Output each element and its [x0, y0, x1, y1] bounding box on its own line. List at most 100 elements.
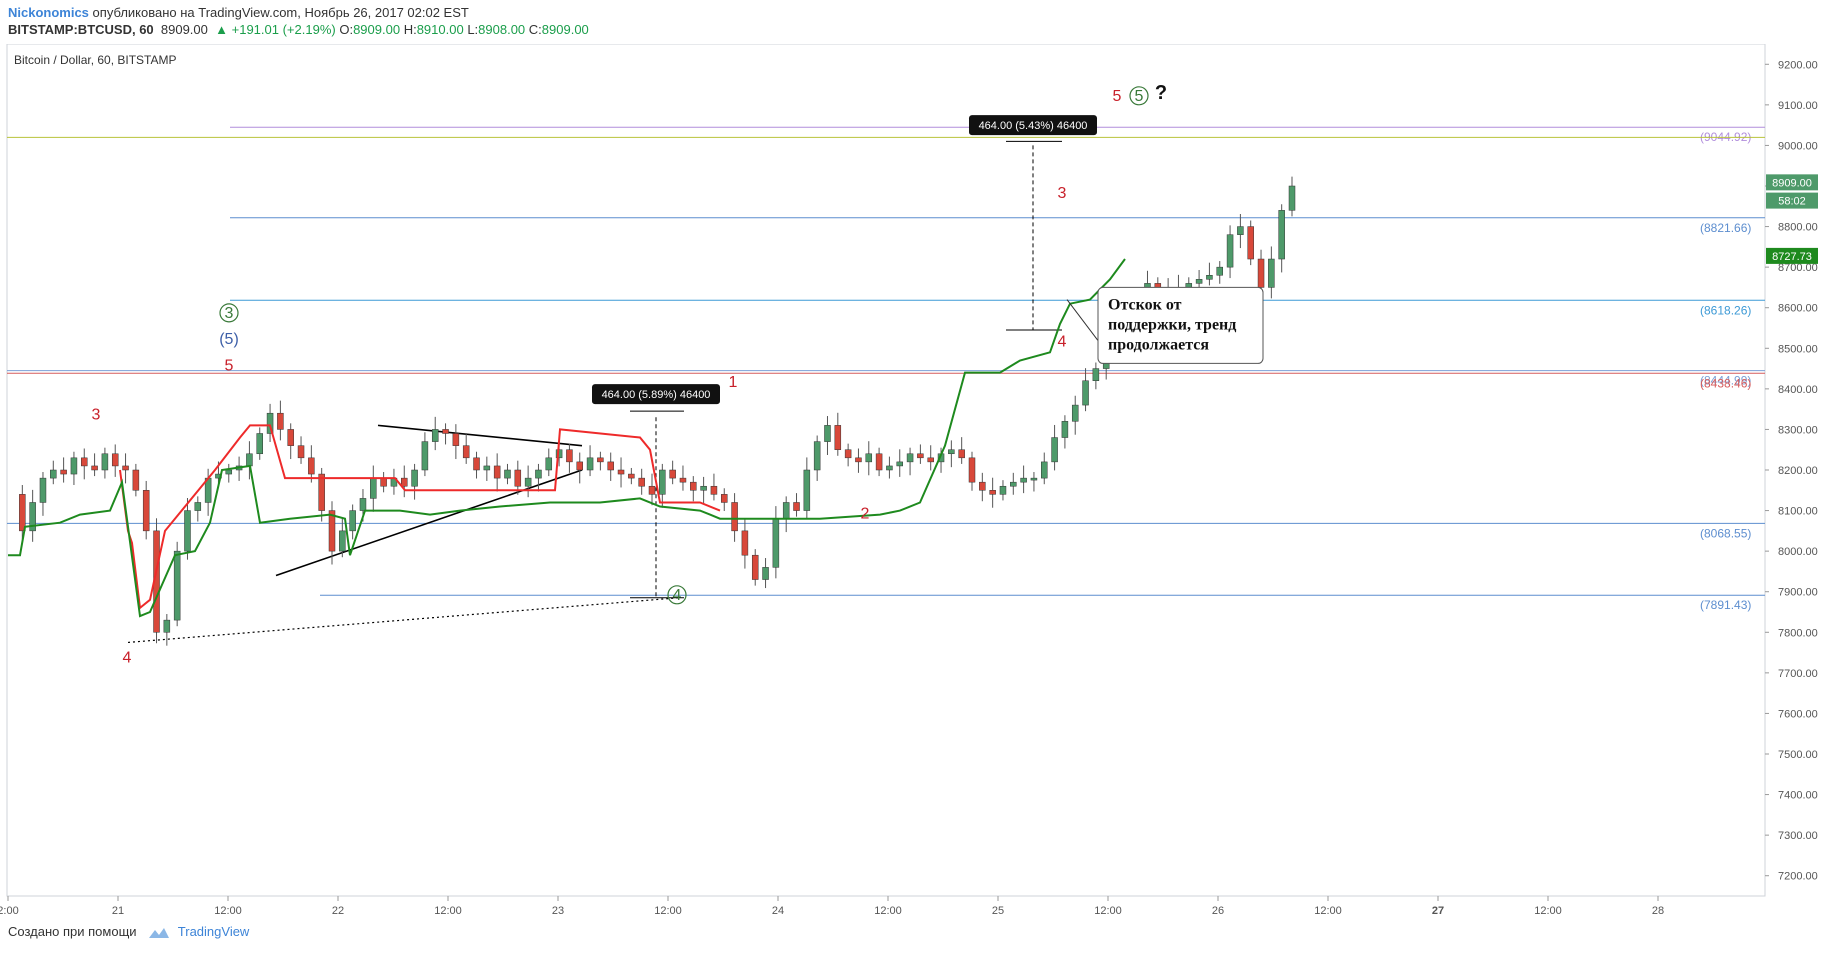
candle-body[interactable] [29, 502, 36, 532]
candle-body[interactable] [1288, 185, 1296, 211]
candle-body[interactable] [535, 469, 542, 479]
candle-body[interactable] [287, 429, 294, 446]
candle-body[interactable] [1030, 477, 1038, 481]
candle-body[interactable] [1195, 279, 1203, 284]
candle-body[interactable] [266, 412, 274, 434]
candle-body[interactable] [731, 502, 738, 532]
candle-body[interactable] [648, 485, 656, 495]
candle-body[interactable] [442, 429, 449, 434]
candle-body[interactable] [50, 469, 57, 479]
candle-body[interactable] [824, 425, 831, 442]
candle-body[interactable] [39, 477, 47, 503]
candle-body[interactable] [194, 502, 202, 511]
candle-body[interactable] [401, 477, 408, 487]
candle-body[interactable] [751, 554, 759, 580]
candle-body[interactable] [597, 457, 604, 463]
candle-body[interactable] [545, 457, 553, 471]
candle-body[interactable] [462, 445, 470, 459]
candle-body[interactable] [91, 465, 98, 471]
candle-body[interactable] [586, 457, 594, 471]
candle-body[interactable] [1061, 421, 1069, 438]
candle-body[interactable] [122, 465, 129, 471]
candle-body[interactable] [173, 550, 181, 621]
candle-body[interactable] [999, 485, 1007, 495]
candle-body[interactable] [1268, 258, 1275, 288]
candle-body[interactable] [101, 453, 109, 471]
candle-body[interactable] [246, 453, 253, 467]
candle-body[interactable] [865, 453, 873, 463]
candle-body[interactable] [690, 481, 697, 491]
candle-body[interactable] [617, 469, 625, 475]
candle-body[interactable] [1185, 283, 1193, 288]
candle-body[interactable] [793, 502, 800, 511]
candle-body[interactable] [762, 567, 769, 580]
candle-body[interactable] [504, 469, 511, 479]
candle-body[interactable] [638, 477, 645, 487]
candle-body[interactable] [659, 469, 666, 495]
candle-body[interactable] [989, 490, 996, 495]
candle-body[interactable] [1010, 481, 1017, 487]
candle-body[interactable] [132, 469, 140, 491]
candle-body[interactable] [1051, 437, 1058, 463]
candle-body[interactable] [277, 412, 284, 430]
candle-body[interactable] [339, 530, 346, 552]
candle-body[interactable] [700, 485, 707, 491]
candle-body[interactable] [1082, 380, 1089, 406]
candle-body[interactable] [473, 457, 480, 471]
candle-body[interactable] [782, 502, 790, 519]
candle-body[interactable] [669, 469, 676, 479]
candle-body[interactable] [958, 449, 965, 459]
candle-body[interactable] [576, 461, 583, 471]
candle-body[interactable] [906, 453, 914, 463]
candle-body[interactable] [256, 433, 263, 455]
candle-body[interactable] [813, 441, 821, 471]
candle-body[interactable] [1226, 234, 1234, 268]
candle-body[interactable] [524, 477, 532, 487]
candle-body[interactable] [370, 477, 377, 499]
candle-body[interactable] [679, 477, 687, 483]
candle-body[interactable] [968, 457, 976, 483]
candle-body[interactable] [421, 441, 429, 471]
candle-body[interactable] [1092, 368, 1100, 381]
candle-body[interactable] [1257, 258, 1265, 288]
candle-body[interactable] [349, 510, 356, 532]
candle-body[interactable] [380, 477, 387, 487]
candle-body[interactable] [19, 494, 26, 532]
author-link[interactable]: Nickonomics [8, 5, 89, 20]
triangle-upper-line[interactable] [377, 424, 583, 447]
candle-body[interactable] [927, 457, 934, 463]
candle-body[interactable] [1041, 461, 1048, 479]
candle-body[interactable] [431, 429, 439, 442]
candle-body[interactable] [318, 473, 325, 511]
candle-body[interactable] [1247, 226, 1254, 260]
candle-body[interactable] [1216, 266, 1223, 276]
candle-body[interactable] [1206, 275, 1213, 280]
candle-body[interactable] [308, 457, 315, 475]
callout-box[interactable] [1097, 286, 1264, 364]
candle-body[interactable] [493, 465, 501, 479]
candle-body[interactable] [607, 461, 614, 471]
candle-body[interactable] [772, 518, 780, 568]
candle-body[interactable] [483, 465, 491, 471]
candle-body[interactable] [948, 449, 955, 455]
tradingview-link[interactable]: TradingView [177, 924, 250, 939]
candle-body[interactable] [917, 453, 924, 459]
candle-body[interactable] [1154, 283, 1162, 288]
candle-body[interactable] [81, 457, 88, 467]
candle-body[interactable] [514, 469, 522, 487]
candle-body[interactable] [411, 469, 418, 487]
candle-body[interactable] [566, 449, 573, 463]
candle-body[interactable] [184, 510, 191, 552]
red-indicator-line[interactable] [119, 424, 721, 610]
price-chart[interactable]: Bitcoin / Dollar, 60, BITSTAMP (9044.92)… [0, 44, 1824, 920]
candle-body[interactable] [1278, 210, 1285, 260]
green-indicator-line[interactable] [8, 258, 1126, 618]
triangle-lower-line[interactable] [275, 469, 583, 577]
dotted-support-line[interactable] [127, 597, 679, 644]
candle-body[interactable] [741, 530, 749, 556]
candle-body[interactable] [111, 453, 119, 467]
candle-body[interactable] [803, 469, 811, 511]
candle-body[interactable] [834, 425, 842, 450]
candle-body[interactable] [721, 494, 728, 503]
candle-body[interactable] [1020, 477, 1027, 483]
